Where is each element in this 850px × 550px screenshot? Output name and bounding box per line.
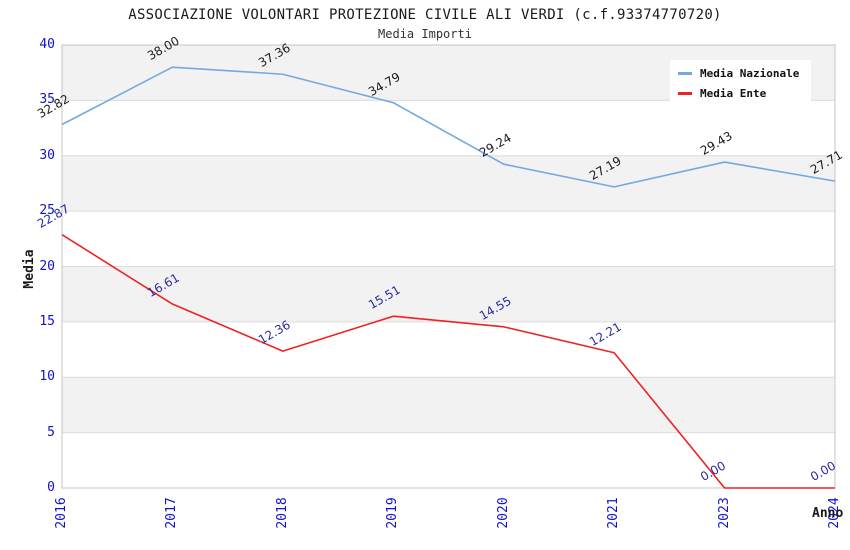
chart-title: ASSOCIAZIONE VOLONTARI PROTEZIONE CIVILE… xyxy=(128,7,722,23)
legend-item: Media Ente xyxy=(678,87,803,100)
plot-band xyxy=(62,377,835,433)
y-tick-label: 5 xyxy=(47,424,55,440)
plot-band xyxy=(62,211,835,267)
x-tick-label: 2021 xyxy=(606,497,622,529)
legend-label: Media Nazionale xyxy=(700,67,800,80)
y-tick-label: 35 xyxy=(39,92,55,108)
y-tick-label: 40 xyxy=(39,37,55,52)
x-tick-label: 2023 xyxy=(716,497,732,529)
x-tick-label: 2016 xyxy=(54,497,69,529)
chart-subtitle: Media Importi xyxy=(378,27,472,41)
plot-band xyxy=(62,100,835,156)
legend-line-icon xyxy=(678,72,692,75)
y-tick-label: 15 xyxy=(39,313,55,329)
y-tick-label: 0 xyxy=(47,480,55,495)
series-line-media-ente xyxy=(61,234,835,489)
y-tick-label: 30 xyxy=(39,147,55,163)
y-tick-label: 20 xyxy=(39,258,55,274)
x-axis-title: Anno xyxy=(812,506,844,521)
plot-band xyxy=(62,321,835,378)
y-tick-label: 10 xyxy=(39,369,55,385)
legend-item: Media Nazionale xyxy=(678,67,803,80)
y-axis-title: Media xyxy=(22,249,37,289)
legend: Media Nazionale Media Ente xyxy=(670,60,811,107)
x-tick-label: 2018 xyxy=(274,497,290,529)
y-tick-label: 25 xyxy=(39,203,55,219)
plot-band xyxy=(62,155,835,212)
x-tick-label: 2019 xyxy=(385,497,401,529)
legend-label: Media Ente xyxy=(700,87,767,100)
plot-band xyxy=(62,432,835,488)
series-line-media-nazionale xyxy=(61,66,836,188)
x-tick-label: 2017 xyxy=(164,497,180,529)
x-tick-label: 2020 xyxy=(495,497,511,529)
legend-line-icon xyxy=(678,92,692,95)
plot-border xyxy=(61,44,836,489)
plot-band xyxy=(62,266,835,322)
